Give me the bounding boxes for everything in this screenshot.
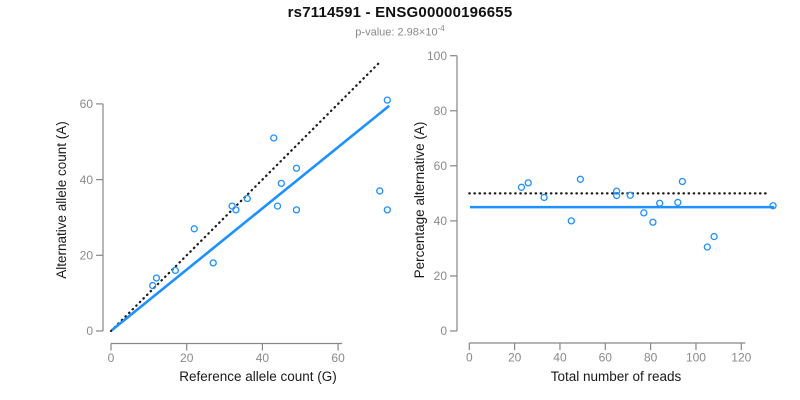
- y-tick-label: 0: [440, 324, 447, 338]
- x-tick-label: 60: [331, 351, 345, 365]
- right-scatter-panel: 0 20 40 60 80 100 0 20 40 60 80 100 120 Total number …: [412, 49, 777, 384]
- x-tick-label: 20: [508, 351, 522, 365]
- data-point: [376, 187, 384, 195]
- data-point: [273, 202, 282, 210]
- y-axis-title: Percentage alternative (A): [412, 122, 427, 279]
- data-point: [612, 191, 621, 200]
- x-axis-title: Reference allele count (G): [179, 369, 337, 384]
- data-point: [171, 266, 179, 275]
- y-tick-label: 80: [434, 104, 448, 118]
- data-point: [243, 194, 251, 203]
- data-point: [626, 191, 634, 199]
- data-point: [277, 179, 285, 188]
- x-tick-label: 100: [686, 351, 706, 365]
- figure-title: rs7114591 - ENSG00000196655: [287, 4, 513, 21]
- y-tick-label: 60: [434, 159, 448, 173]
- data-point: [190, 225, 198, 233]
- data-point: [649, 218, 657, 226]
- data-point: [209, 259, 217, 267]
- data-point: [232, 206, 240, 214]
- data-point: [576, 175, 585, 183]
- figure-subtitle: p-value: 2.98×10-4: [0, 24, 800, 39]
- data-point: [656, 199, 664, 207]
- data-point: [710, 232, 718, 241]
- x-tick-label: 80: [644, 351, 658, 365]
- x-tick-label: 40: [256, 351, 270, 365]
- data-point: [540, 193, 548, 202]
- y-tick-label: 40: [434, 214, 448, 228]
- data-point: [769, 202, 777, 210]
- data-point: [703, 243, 711, 251]
- data-point: [674, 198, 682, 207]
- data-point: [152, 274, 161, 282]
- data-point: [148, 281, 157, 290]
- data-point: [270, 134, 278, 142]
- y-tick-label: 100: [427, 49, 447, 63]
- data-point: [524, 179, 532, 187]
- x-tick-label: 0: [466, 351, 473, 365]
- y-tick-label: 0: [86, 324, 93, 338]
- data-point: [612, 187, 621, 195]
- pvalue-exponent: -4: [437, 24, 445, 33]
- data-point: [383, 96, 391, 104]
- y-axis-title: Alternative allele count (A): [54, 121, 69, 279]
- x-axis-title: Total number of reads: [551, 369, 682, 384]
- y-tick-label: 20: [80, 249, 94, 263]
- left-scatter-panel: 0 20 40 60 0 20 40 60 Reference allele count (G)…: [54, 61, 391, 384]
- x-tick-label: 120: [731, 351, 751, 365]
- data-point: [228, 202, 236, 210]
- data-point: [383, 206, 391, 214]
- x-tick-label: 20: [180, 351, 194, 365]
- fitted-proportion-line: [110, 104, 391, 332]
- x-tick-label: 60: [599, 351, 613, 365]
- data-point: [292, 206, 301, 214]
- data-point: [640, 209, 648, 217]
- y-tick-label: 40: [80, 173, 94, 187]
- data-point: [292, 164, 301, 172]
- data-point: [567, 217, 575, 225]
- data-point: [517, 183, 526, 191]
- x-tick-label: 40: [553, 351, 567, 365]
- pvalue-text: p-value: 2.98×10: [355, 26, 438, 39]
- data-point: [678, 177, 687, 186]
- x-tick-label: 0: [108, 351, 115, 365]
- y-tick-label: 60: [80, 97, 94, 111]
- y-tick-label: 20: [434, 269, 448, 283]
